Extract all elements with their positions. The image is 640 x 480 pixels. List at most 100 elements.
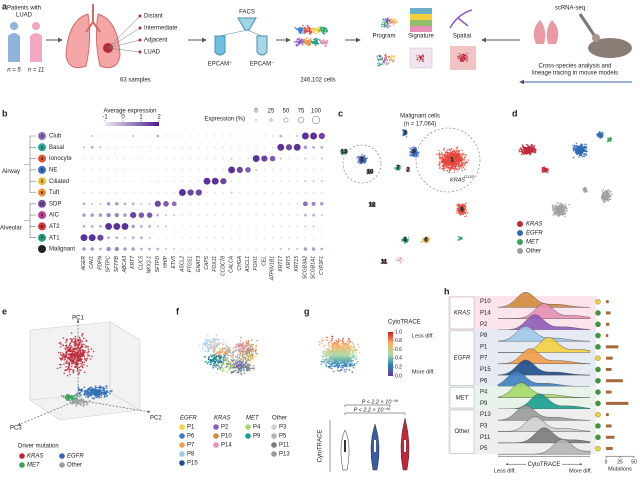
cell-point <box>466 59 469 61</box>
cell-point <box>404 133 407 135</box>
cell-point <box>601 134 603 137</box>
dot <box>198 169 200 171</box>
cell-point <box>71 338 73 341</box>
cell-point <box>380 55 382 57</box>
dot <box>181 248 184 250</box>
colorbar-tick-label: -1 <box>102 115 108 121</box>
cell-point <box>76 355 79 357</box>
cell-point <box>393 22 395 24</box>
cluster-label: 10 <box>367 170 374 176</box>
dot <box>181 157 184 160</box>
dot <box>116 191 118 194</box>
dot <box>230 236 233 239</box>
cell-point <box>406 169 409 172</box>
dot <box>114 246 119 252</box>
cell-point <box>324 27 327 30</box>
cell-point <box>384 59 386 61</box>
dot <box>165 157 167 160</box>
dot <box>148 202 151 205</box>
cell-point <box>408 169 410 171</box>
cell-point <box>304 32 306 35</box>
cell-point <box>316 27 319 29</box>
cell-point <box>244 347 246 350</box>
dot <box>222 157 225 160</box>
dot <box>310 132 318 140</box>
panel-c <box>340 127 481 265</box>
cell-point <box>574 148 576 151</box>
cell-point <box>79 399 81 402</box>
cell-point <box>73 344 76 347</box>
cell-point <box>404 131 406 134</box>
cell-point <box>562 210 565 213</box>
cell-point <box>443 147 446 149</box>
cell-point <box>557 210 559 213</box>
cell-point <box>323 32 326 35</box>
dot <box>90 213 94 217</box>
dot <box>198 236 200 239</box>
cell-point <box>456 147 458 150</box>
dot <box>304 191 307 194</box>
cell-point <box>554 203 557 206</box>
dot <box>239 180 241 182</box>
dot <box>156 225 159 228</box>
row-id: 5 <box>41 167 44 172</box>
dot <box>239 191 241 194</box>
cell-point <box>236 361 239 363</box>
cell-point <box>554 209 557 211</box>
dot <box>107 157 110 160</box>
dot <box>82 247 86 251</box>
cell-point <box>69 337 72 340</box>
cell-point <box>578 148 581 150</box>
dot <box>312 191 315 194</box>
cell-point <box>66 356 69 359</box>
cell-point <box>66 395 69 398</box>
cell-point <box>552 214 555 216</box>
dot <box>296 157 298 160</box>
cell-point <box>579 153 582 155</box>
gene-label: SFTPD <box>155 256 161 273</box>
cell-point <box>438 161 440 163</box>
dot <box>173 157 175 160</box>
cell-point <box>438 162 441 164</box>
cell-point <box>87 388 89 391</box>
cell-point <box>308 26 311 29</box>
dot <box>83 180 85 182</box>
cell-point <box>458 52 461 55</box>
cell-point <box>67 354 70 356</box>
dot <box>187 189 194 196</box>
cell-point <box>83 353 85 356</box>
cell-point <box>458 162 461 164</box>
dot <box>255 168 258 171</box>
dot <box>296 203 298 205</box>
gene-label: HHIP <box>163 255 169 268</box>
row-badge <box>38 132 46 140</box>
cell-point <box>384 53 387 56</box>
row-badge <box>38 188 46 197</box>
cell-point <box>400 257 403 260</box>
gene-label: PTGS1 <box>188 256 194 273</box>
cell-point <box>526 150 528 153</box>
legend-label: Other <box>526 249 541 255</box>
cell-point <box>451 152 453 154</box>
cell-point <box>81 362 84 364</box>
cell-point <box>298 37 301 40</box>
cell-point <box>402 237 405 239</box>
cell-point <box>252 358 255 361</box>
dot <box>98 224 102 228</box>
dot <box>123 247 127 251</box>
dot <box>106 202 111 206</box>
dot <box>321 225 323 228</box>
cell-point <box>413 146 415 148</box>
cell-point <box>78 372 81 374</box>
lung-left <box>65 13 91 69</box>
cell-point <box>385 19 387 21</box>
cell-point <box>458 161 461 163</box>
dot <box>303 145 308 150</box>
gene-label: SCGB1A1 <box>311 256 317 279</box>
panel-label: f <box>176 306 180 316</box>
legend-swatch <box>517 230 523 236</box>
cell-point <box>90 394 92 396</box>
cell-point <box>70 341 72 344</box>
cell-point <box>83 337 85 340</box>
cell-point <box>440 161 443 163</box>
